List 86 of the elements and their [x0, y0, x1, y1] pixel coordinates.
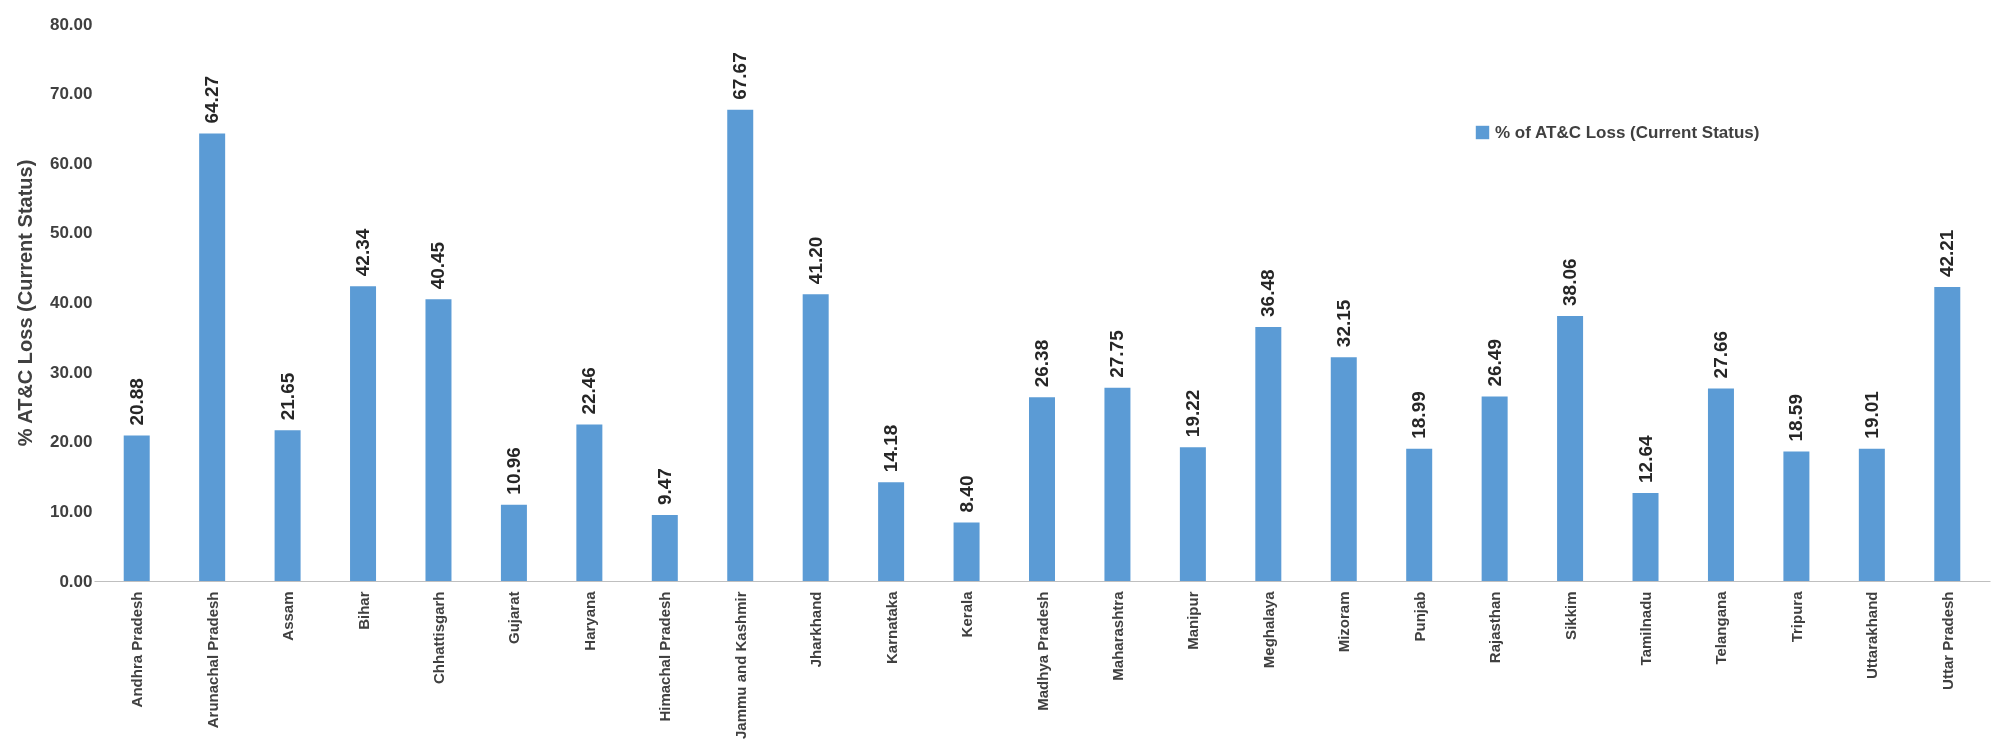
y-tick-label: 30.00 — [49, 362, 93, 382]
x-tick-label: Andhra Pradesh — [128, 591, 146, 708]
data-label: 20.88 — [125, 378, 147, 426]
x-tick-label: Haryana — [580, 590, 598, 651]
data-label: 9.47 — [653, 468, 675, 506]
x-tick-label: Sikkim — [1561, 591, 1579, 640]
bar — [1934, 287, 1961, 581]
y-tick-label: 50.00 — [49, 223, 93, 243]
data-label: 19.01 — [1860, 390, 1882, 439]
x-tick-label: Chhattisgarh — [429, 591, 447, 685]
x-tick-label: Rajasthan — [1486, 591, 1504, 664]
x-tick-label: Gujarat — [505, 591, 523, 645]
bar — [350, 286, 377, 581]
bar — [1707, 388, 1734, 581]
x-tick-label: Karnataka — [882, 590, 900, 665]
bar — [1029, 397, 1055, 581]
x-tick-label: Uttar Pradesh — [1938, 591, 1956, 690]
bar — [1330, 357, 1357, 581]
y-tick-label: 70.00 — [49, 84, 93, 104]
data-label: 8.40 — [955, 475, 977, 513]
bar — [802, 294, 829, 581]
y-tick-label: 20.00 — [49, 432, 93, 452]
x-tick-label: Kerala — [958, 590, 976, 638]
bar — [1632, 492, 1659, 581]
x-tick-label: Arunachal Pradesh — [203, 591, 221, 729]
bar — [1406, 448, 1433, 581]
x-tick-label: Punjab — [1410, 591, 1428, 642]
data-label: 12.64 — [1634, 435, 1656, 483]
x-tick-label: Jharkhand — [807, 591, 825, 668]
bar — [1481, 396, 1508, 581]
bar — [274, 430, 301, 581]
data-label: 19.22 — [1181, 389, 1203, 438]
x-tick-label: Manipur — [1184, 591, 1202, 650]
x-tick-label: Tamilnadu — [1637, 591, 1655, 666]
data-label: 26.49 — [1483, 339, 1505, 387]
bar — [1179, 447, 1206, 581]
data-label: 18.99 — [1408, 391, 1430, 439]
data-label: 42.21 — [1936, 229, 1958, 278]
x-tick-label: Uttarakhand — [1863, 591, 1881, 680]
data-label: 21.65 — [276, 372, 298, 421]
y-tick-label: 10.00 — [49, 501, 93, 521]
x-tick-label: Maharashtra — [1108, 590, 1126, 681]
bar — [1255, 327, 1282, 581]
data-label: 10.96 — [502, 447, 524, 495]
bar — [953, 522, 980, 581]
data-label: 36.48 — [1257, 269, 1279, 318]
x-tick-label: Tripura — [1787, 590, 1805, 643]
x-tick-label: Bihar — [354, 591, 372, 630]
x-tick-label: Meghalaya — [1259, 590, 1277, 669]
bar — [1557, 316, 1584, 581]
bar — [727, 109, 754, 581]
data-label: 40.45 — [427, 241, 449, 290]
x-tick-label: Telangana — [1712, 590, 1730, 665]
y-tick-label: 0.00 — [59, 571, 93, 591]
data-label: 22.46 — [578, 367, 600, 415]
bar — [878, 482, 905, 581]
data-label: 42.34 — [352, 228, 374, 277]
x-tick-label: Mizoram — [1335, 591, 1353, 653]
bar — [1783, 451, 1810, 581]
bar — [199, 133, 226, 581]
data-label: 67.67 — [729, 52, 751, 100]
bar — [500, 504, 527, 581]
data-label: 38.06 — [1559, 258, 1581, 307]
data-label: 41.20 — [804, 236, 826, 285]
data-label: 14.18 — [880, 424, 902, 473]
data-label: 32.15 — [1332, 299, 1354, 348]
bar — [576, 424, 603, 581]
bar — [1858, 448, 1885, 581]
bar — [651, 515, 678, 581]
data-label: 64.27 — [201, 75, 223, 124]
bar — [1104, 387, 1131, 581]
y-tick-label: 40.00 — [49, 293, 93, 312]
data-label: 27.66 — [1709, 330, 1731, 379]
data-label: 18.59 — [1785, 394, 1807, 442]
y-axis-title: % AT&C Loss (Current Status) — [13, 159, 36, 447]
y-tick-label: 60.00 — [49, 153, 93, 173]
bar — [425, 299, 452, 581]
data-label: 26.38 — [1031, 339, 1052, 388]
y-tick-label: 80.00 — [49, 14, 93, 34]
legend-label: % of AT&C Loss (Current Status) — [1495, 122, 1760, 142]
data-label: 27.75 — [1106, 329, 1128, 378]
x-tick-label: Himachal Pradesh — [656, 591, 674, 722]
x-tick-label: Assam — [279, 591, 297, 641]
x-tick-label: Jammu and Kashmir — [731, 591, 749, 740]
bar — [123, 435, 150, 581]
x-tick-label: Madhya Pradesh — [1033, 591, 1051, 711]
